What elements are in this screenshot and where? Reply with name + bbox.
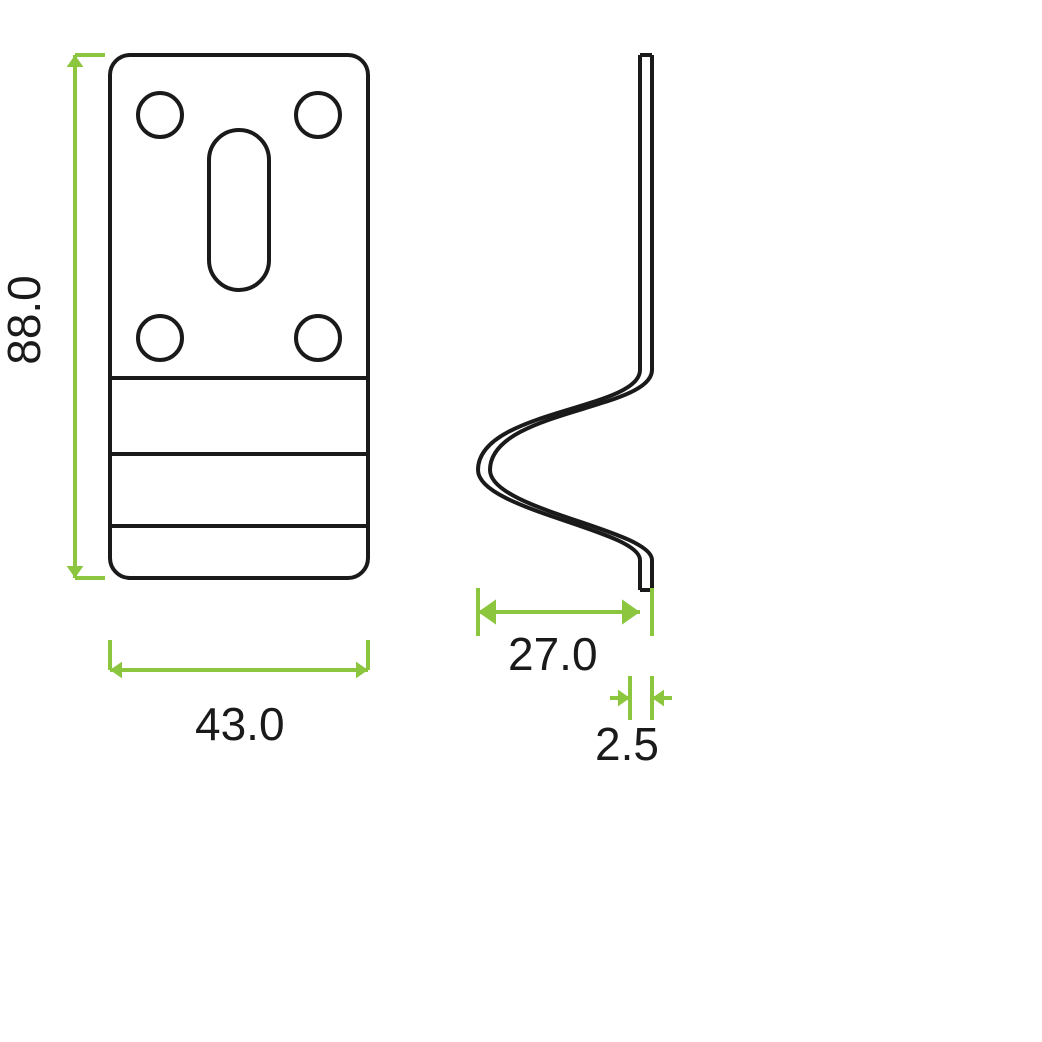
dim-label-height: 88.0 — [0, 275, 50, 365]
arrowhead — [478, 599, 496, 624]
dim-label-width: 43.0 — [195, 698, 285, 750]
mounting-hole-0 — [138, 93, 182, 137]
side-profile-right — [490, 55, 652, 590]
mounting-hole-1 — [296, 93, 340, 137]
dim-label-thickness: 2.5 — [595, 718, 659, 770]
mounting-hole-2 — [138, 316, 182, 360]
arrowhead — [622, 599, 640, 624]
side-profile-left — [478, 55, 640, 590]
mounting-hole-3 — [296, 316, 340, 360]
center-slot — [209, 130, 269, 290]
technical-drawing: 88.0 43.0 27.0 2.5 — [0, 0, 1042, 1042]
dim-label-offset: 27.0 — [508, 628, 598, 680]
